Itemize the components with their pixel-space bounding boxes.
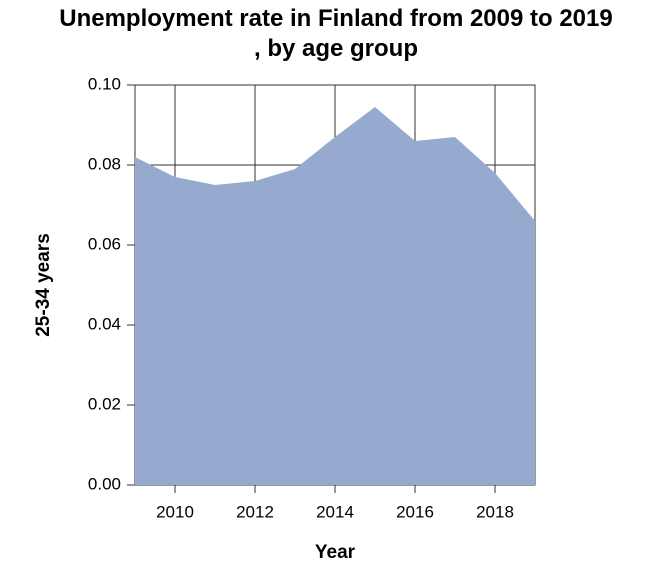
x-axis-title: Year (315, 542, 356, 563)
area (135, 107, 535, 485)
y-tick-label: 0.06 (88, 234, 121, 253)
x-tick-label: 2014 (316, 502, 354, 521)
x-tick-label: 2010 (156, 502, 194, 521)
y-axis-title: 25-34 years (33, 233, 54, 337)
chart-title: Unemployment rate in Finland from 2009 t… (59, 5, 612, 62)
y-tick-label: 0.00 (88, 474, 121, 493)
y-tick-label: 0.08 (88, 154, 121, 173)
x-tick-label: 2018 (476, 502, 514, 521)
x-tick-label: 2012 (236, 502, 274, 521)
x-tick-label: 2016 (396, 502, 434, 521)
y-tick-label: 0.04 (88, 314, 121, 333)
y-tick-label: 0.02 (88, 394, 121, 413)
y-tick-label: 0.10 (88, 74, 121, 93)
